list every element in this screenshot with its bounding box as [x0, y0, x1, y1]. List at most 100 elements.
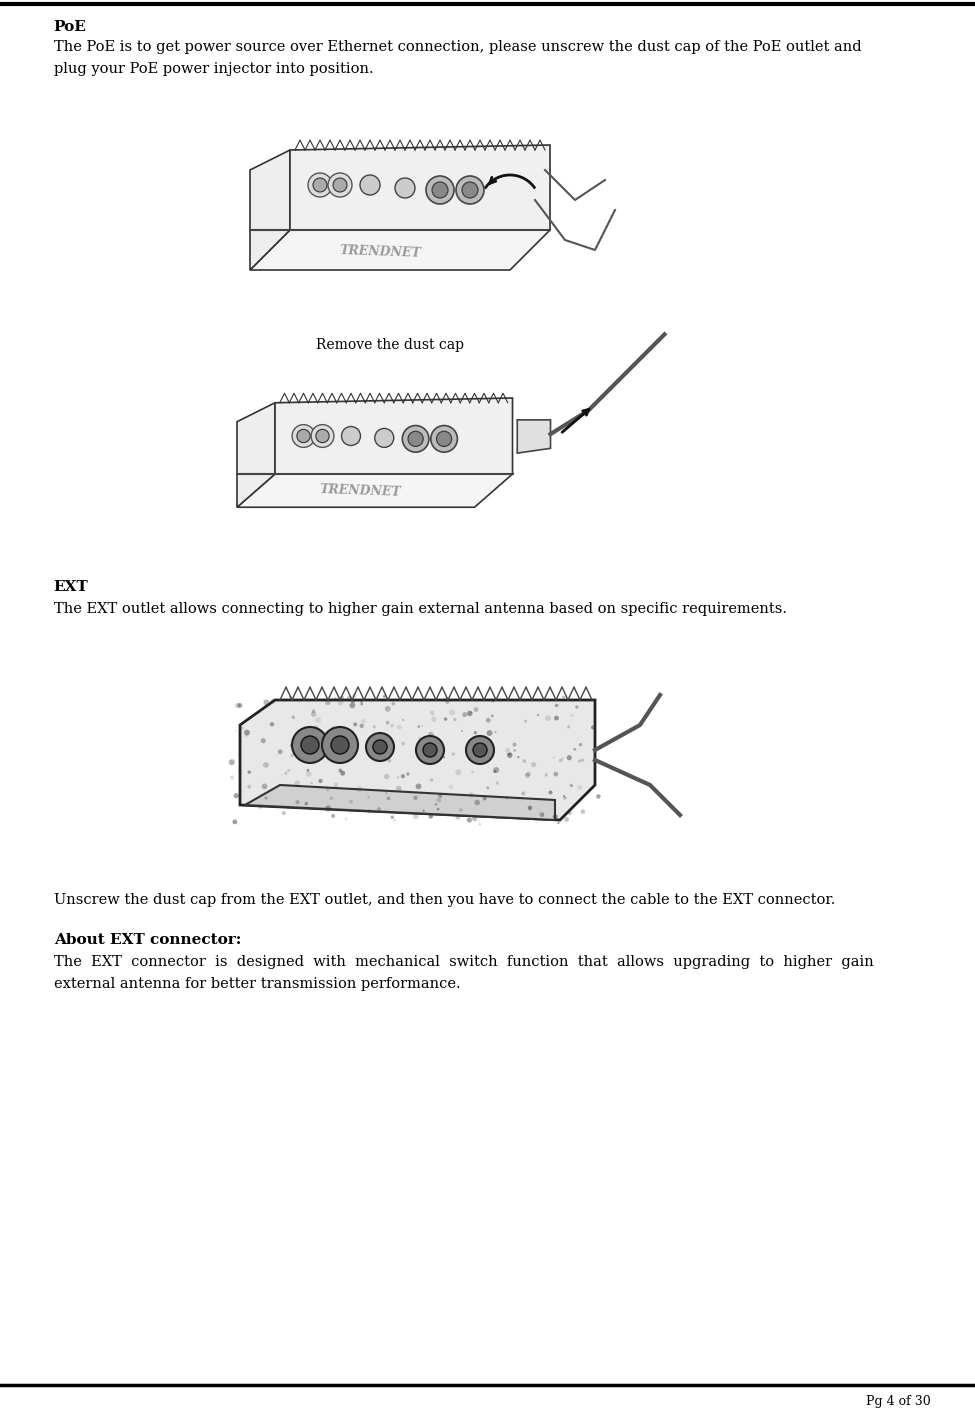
Circle shape: [446, 697, 449, 701]
Circle shape: [432, 182, 448, 199]
Circle shape: [417, 725, 420, 728]
Circle shape: [248, 784, 252, 788]
Circle shape: [353, 722, 357, 727]
Circle shape: [456, 176, 484, 204]
Text: Unscrew the dust cap from the EXT outlet, and then you have to connect the cable: Unscrew the dust cap from the EXT outlet…: [54, 893, 835, 907]
Circle shape: [285, 772, 288, 774]
Circle shape: [493, 770, 496, 773]
Circle shape: [418, 738, 421, 739]
Circle shape: [523, 759, 526, 763]
Circle shape: [423, 743, 437, 758]
Circle shape: [289, 696, 292, 698]
Circle shape: [554, 772, 558, 776]
Circle shape: [575, 705, 578, 708]
Circle shape: [525, 773, 530, 777]
Circle shape: [415, 783, 421, 790]
Circle shape: [295, 800, 299, 804]
Circle shape: [331, 727, 335, 731]
Text: Pg 4 of 30: Pg 4 of 30: [867, 1395, 931, 1408]
Circle shape: [263, 700, 269, 705]
Circle shape: [421, 743, 423, 746]
Circle shape: [490, 698, 494, 703]
Polygon shape: [237, 474, 513, 507]
Circle shape: [325, 805, 332, 811]
Circle shape: [373, 741, 387, 755]
Circle shape: [444, 718, 448, 721]
Circle shape: [422, 810, 425, 812]
Circle shape: [466, 818, 472, 822]
Circle shape: [372, 725, 376, 728]
Circle shape: [278, 749, 283, 755]
Circle shape: [386, 797, 390, 800]
Circle shape: [467, 711, 473, 717]
Circle shape: [469, 793, 474, 797]
Circle shape: [346, 734, 350, 738]
Circle shape: [475, 800, 480, 805]
Circle shape: [346, 736, 352, 742]
Circle shape: [467, 818, 472, 822]
Circle shape: [384, 774, 389, 780]
Circle shape: [428, 732, 434, 738]
Circle shape: [490, 715, 493, 717]
Circle shape: [462, 712, 467, 717]
Circle shape: [431, 425, 457, 452]
Circle shape: [579, 743, 582, 746]
Circle shape: [390, 815, 394, 819]
Circle shape: [453, 718, 456, 721]
Circle shape: [228, 760, 234, 766]
Text: The PoE is to get power source over Ethernet connection, please unscrew the dust: The PoE is to get power source over Ethe…: [54, 39, 861, 54]
Circle shape: [428, 814, 433, 818]
Circle shape: [408, 431, 423, 446]
Circle shape: [331, 736, 349, 755]
Circle shape: [449, 710, 455, 715]
Circle shape: [261, 784, 267, 790]
Circle shape: [333, 177, 347, 191]
Circle shape: [361, 719, 366, 724]
Polygon shape: [275, 398, 513, 474]
Circle shape: [476, 746, 480, 750]
Text: PoE: PoE: [54, 20, 87, 34]
Circle shape: [407, 773, 410, 776]
Circle shape: [591, 725, 595, 729]
Circle shape: [405, 698, 407, 700]
Text: plug your PoE power injector into position.: plug your PoE power injector into positi…: [54, 62, 373, 76]
Circle shape: [381, 734, 387, 739]
Circle shape: [294, 780, 300, 786]
Circle shape: [470, 711, 472, 714]
Circle shape: [322, 727, 358, 763]
Text: EXT: EXT: [54, 580, 89, 594]
Circle shape: [421, 724, 423, 727]
Circle shape: [310, 781, 313, 784]
Circle shape: [402, 742, 405, 746]
Circle shape: [508, 753, 511, 756]
Circle shape: [565, 817, 569, 822]
Circle shape: [290, 743, 292, 746]
Circle shape: [474, 707, 479, 712]
Circle shape: [349, 703, 355, 708]
Circle shape: [361, 703, 363, 705]
Text: Remove the dust cap: Remove the dust cap: [316, 338, 464, 352]
Circle shape: [320, 755, 324, 759]
Circle shape: [339, 741, 343, 743]
Circle shape: [495, 781, 499, 784]
Circle shape: [482, 760, 485, 763]
Polygon shape: [237, 403, 275, 507]
Circle shape: [448, 784, 453, 788]
Circle shape: [326, 788, 330, 791]
Circle shape: [505, 797, 508, 800]
Circle shape: [567, 811, 571, 815]
Circle shape: [270, 722, 274, 727]
Circle shape: [311, 425, 333, 448]
Circle shape: [385, 705, 391, 712]
Circle shape: [483, 797, 487, 800]
Circle shape: [461, 729, 463, 732]
Circle shape: [402, 719, 405, 721]
Circle shape: [374, 428, 394, 448]
Circle shape: [356, 786, 363, 791]
Circle shape: [487, 786, 489, 790]
Circle shape: [235, 703, 241, 708]
Text: TRENDNET: TRENDNET: [339, 244, 421, 260]
Circle shape: [240, 727, 244, 731]
Circle shape: [544, 773, 548, 777]
Circle shape: [341, 427, 361, 445]
